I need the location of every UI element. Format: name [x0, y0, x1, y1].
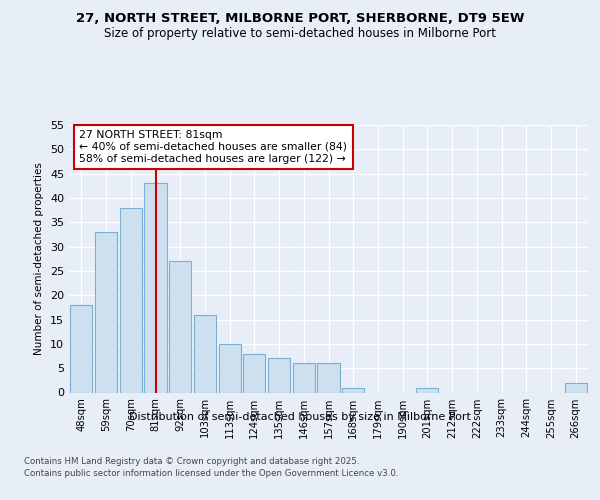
Bar — [243, 354, 265, 393]
Bar — [70, 305, 92, 392]
Bar — [119, 208, 142, 392]
Bar — [416, 388, 439, 392]
Bar — [95, 232, 117, 392]
Bar — [565, 383, 587, 392]
Bar — [169, 261, 191, 392]
Bar — [268, 358, 290, 392]
Bar — [293, 364, 315, 392]
Text: Distribution of semi-detached houses by size in Milborne Port: Distribution of semi-detached houses by … — [129, 412, 471, 422]
Bar — [218, 344, 241, 393]
Text: Size of property relative to semi-detached houses in Milborne Port: Size of property relative to semi-detach… — [104, 28, 496, 40]
Text: 27, NORTH STREET, MILBORNE PORT, SHERBORNE, DT9 5EW: 27, NORTH STREET, MILBORNE PORT, SHERBOR… — [76, 12, 524, 26]
Bar — [342, 388, 364, 392]
Bar — [317, 364, 340, 392]
Bar — [194, 314, 216, 392]
Y-axis label: Number of semi-detached properties: Number of semi-detached properties — [34, 162, 44, 355]
Bar — [145, 184, 167, 392]
Text: Contains HM Land Registry data © Crown copyright and database right 2025.: Contains HM Land Registry data © Crown c… — [24, 457, 359, 466]
Text: Contains public sector information licensed under the Open Government Licence v3: Contains public sector information licen… — [24, 468, 398, 477]
Text: 27 NORTH STREET: 81sqm
← 40% of semi-detached houses are smaller (84)
58% of sem: 27 NORTH STREET: 81sqm ← 40% of semi-det… — [79, 130, 347, 164]
